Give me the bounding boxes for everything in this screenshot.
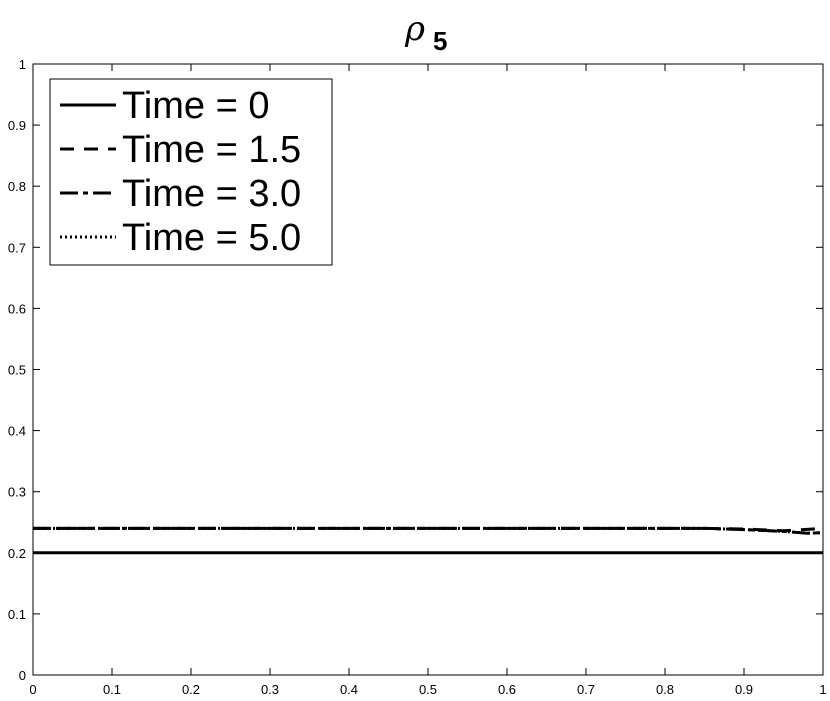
x-tick-label: 0.7 [577,682,595,697]
x-tick-label: 0 [29,682,36,697]
series-line-4 [33,526,824,535]
y-tick-label: 0.4 [8,424,26,439]
y-tick-label: 1 [19,57,26,72]
x-tick-label: 0.6 [498,682,516,697]
legend-label-2: Time = 1.5 [122,129,301,171]
series-layer [33,526,824,555]
y-tick-label: 0.3 [8,485,26,500]
x-tick-label: 0.9 [735,682,753,697]
y-tick-label: 0 [19,668,26,683]
x-tick-label: 0.1 [103,682,121,697]
x-tick-label: 0.4 [340,682,358,697]
x-tick-label: 1 [819,682,826,697]
legend-label-4: Time = 5.0 [122,217,301,259]
y-tick-label: 0.9 [8,118,26,133]
x-tick-label: 0.3 [261,682,279,697]
y-tick-label: 0.6 [8,301,26,316]
ticks-layer: 0 0.1 0.2 0.3 0.4 0.5 0.6 0.7 0.8 0.9 1 0 0.1 0.2 0.3 0… [8,57,827,697]
y-tick-label: 0.7 [8,240,26,255]
y-tick-label: 0.8 [8,179,26,194]
x-tick-label: 0.5 [419,682,437,697]
legend-box [49,78,333,266]
chart-title-subscript: 5 [433,26,447,56]
legend-label-1: Time = 0 [122,85,269,127]
x-tick-label: 0.8 [656,682,674,697]
x-tick-label: 0.2 [182,682,200,697]
chart-title-symbol: ρ [404,9,425,49]
y-tick-label: 0.1 [8,607,26,622]
y-tick-label: 0.5 [8,363,26,378]
legend-label-3: Time = 3.0 [122,173,301,215]
y-tick-label: 0.2 [8,546,26,561]
